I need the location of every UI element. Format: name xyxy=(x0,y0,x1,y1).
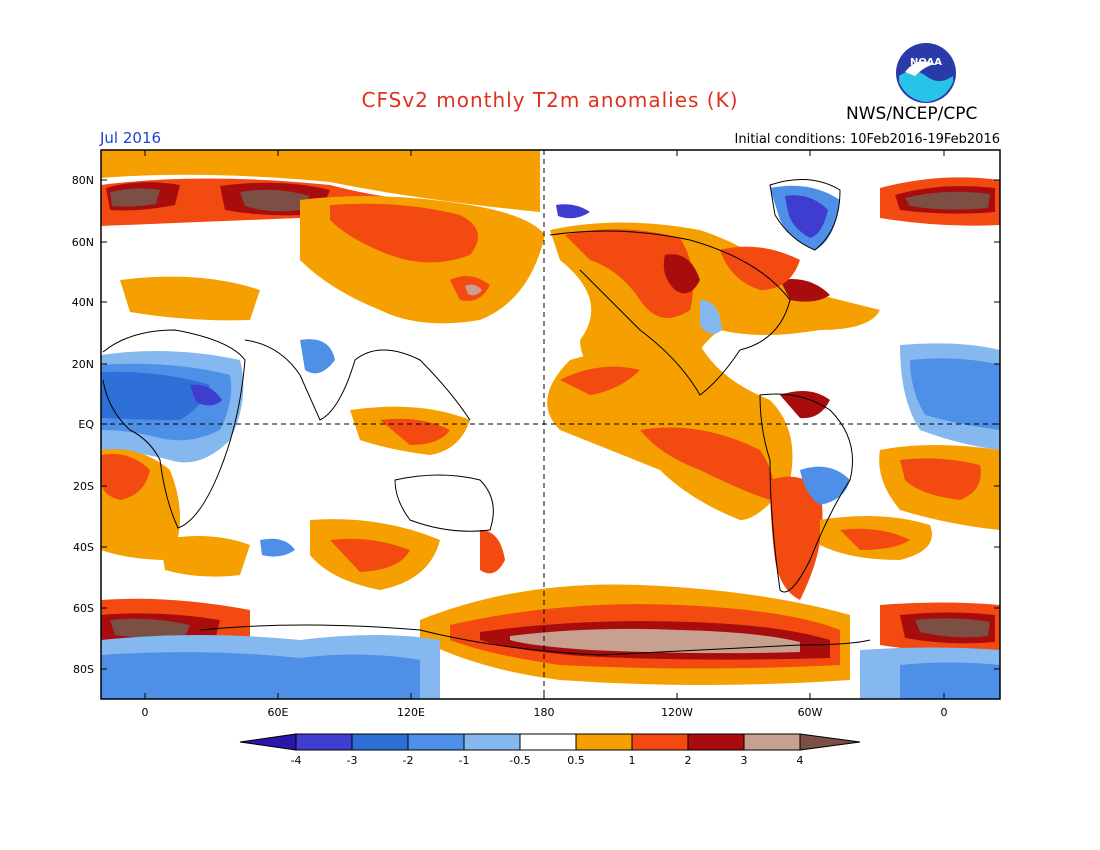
colorbar-swatch xyxy=(295,733,353,751)
colorbar-label: 4 xyxy=(797,754,804,767)
logo-text: NOAA xyxy=(910,57,942,68)
lon-label: 0 xyxy=(142,706,149,719)
noaa-logo: NOAA xyxy=(896,43,956,103)
colorbar-swatch xyxy=(743,733,801,751)
coastlines xyxy=(102,179,871,656)
lat-label: 40N xyxy=(72,296,94,309)
lat-label: EQ xyxy=(78,418,94,431)
colorbar-swatch xyxy=(575,733,633,751)
lat-label: 80S xyxy=(73,663,94,676)
org-label: NWS/NCEP/CPC xyxy=(846,104,978,124)
colorbar-swatch xyxy=(463,733,521,751)
tick-marks xyxy=(101,150,1000,699)
colorbar-label: -3 xyxy=(347,754,358,767)
colorbar-label: -0.5 xyxy=(509,754,530,767)
colorbar-label: -2 xyxy=(403,754,414,767)
lat-label: 20S xyxy=(73,480,94,493)
lon-label: 120W xyxy=(661,706,693,719)
colorbar-swatch xyxy=(351,733,409,751)
map-field xyxy=(101,150,1000,699)
lat-label: 60S xyxy=(73,602,94,615)
lon-label: 180 xyxy=(534,706,555,719)
colorbar-swatch xyxy=(519,733,577,751)
colorbar-label: -4 xyxy=(291,754,302,767)
lon-label: 60W xyxy=(798,706,823,719)
colorbar xyxy=(239,733,861,751)
colorbar-label: 3 xyxy=(741,754,748,767)
colorbar-swatch xyxy=(631,733,689,751)
colorbar-label: 1 xyxy=(629,754,636,767)
colorbar-swatch xyxy=(239,733,297,751)
lat-label: 80N xyxy=(72,174,94,187)
colorbar-label: 2 xyxy=(685,754,692,767)
colorbar-swatch xyxy=(799,733,861,751)
lat-label: 40S xyxy=(73,541,94,554)
lat-label: 60N xyxy=(72,236,94,249)
initial-conditions-label: Initial conditions: 10Feb2016-19Feb2016 xyxy=(734,132,1000,147)
colorbar-swatch xyxy=(687,733,745,751)
colorbar-label: 0.5 xyxy=(567,754,585,767)
colorbar-label: -1 xyxy=(459,754,470,767)
lon-label: 60E xyxy=(268,706,289,719)
month-label: Jul 2016 xyxy=(100,129,162,147)
lon-label: 120E xyxy=(397,706,425,719)
lon-label: 0 xyxy=(941,706,948,719)
chart-title: CFSv2 monthly T2m anomalies (K) xyxy=(361,88,739,112)
colorbar-swatch xyxy=(407,733,465,751)
lat-label: 20N xyxy=(72,358,94,371)
